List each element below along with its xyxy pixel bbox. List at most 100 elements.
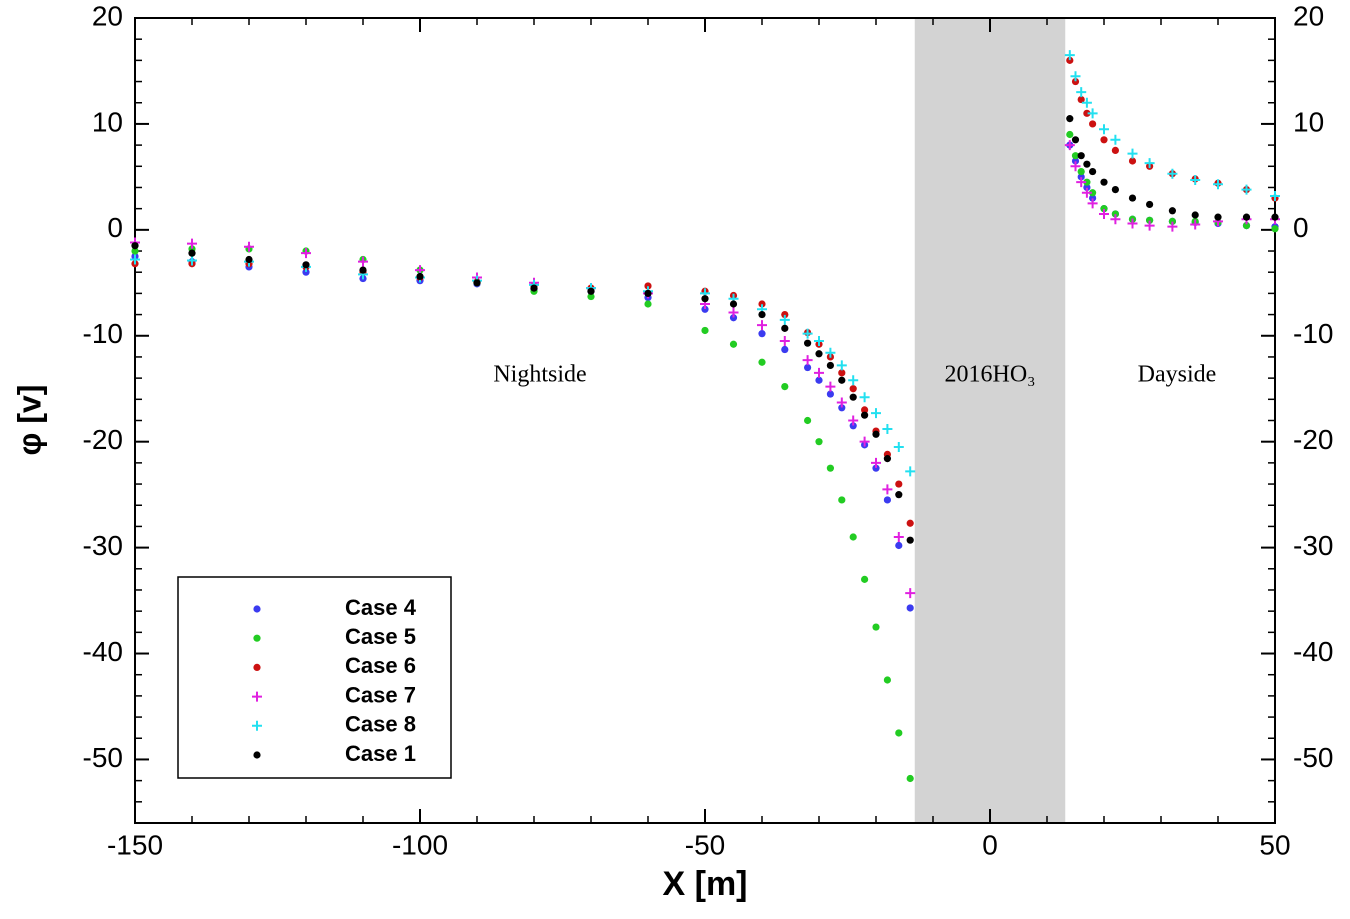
data-point [826, 361, 835, 370]
data-point [1077, 173, 1085, 181]
data-point [1070, 161, 1081, 172]
legend-marker [252, 691, 262, 702]
y-tick-label: -10 [83, 318, 123, 349]
data-point [244, 241, 254, 252]
y-tick-label-right: -20 [1293, 424, 1333, 455]
data-point [245, 255, 253, 264]
data-point [301, 248, 311, 259]
y-tick-label: -40 [83, 636, 123, 667]
data-point [838, 376, 846, 384]
data-point [358, 256, 368, 267]
data-point [1100, 205, 1108, 213]
legend-marker [253, 663, 261, 672]
y-tick-label-right: -10 [1293, 318, 1333, 349]
data-point [1144, 220, 1155, 231]
data-point [187, 238, 197, 249]
y-tick-label: 20 [92, 0, 123, 31]
data-point [1076, 177, 1087, 188]
data-point [849, 385, 857, 393]
data-point [1190, 175, 1201, 186]
data-point [905, 466, 916, 477]
data-point [1089, 194, 1097, 202]
data-point [644, 282, 652, 290]
data-point [1214, 213, 1222, 221]
data-point [188, 249, 196, 257]
y-tick-label-right: 0 [1293, 212, 1309, 243]
data-point [1168, 217, 1176, 225]
data-point [1064, 50, 1075, 61]
data-point [1100, 178, 1108, 186]
data-point [781, 383, 789, 391]
annotation: Nightside [493, 362, 586, 388]
data-point [883, 455, 892, 463]
x-tick-label: 50 [1259, 829, 1290, 860]
data-point [187, 255, 197, 266]
data-point [848, 415, 859, 426]
data-point [416, 272, 424, 281]
data-point [861, 575, 869, 583]
data-point [302, 268, 310, 276]
data-point [838, 496, 846, 504]
data-point [882, 484, 893, 495]
series [130, 50, 1280, 477]
data-point [644, 289, 652, 297]
data-point [895, 480, 903, 488]
data-point [1110, 134, 1121, 145]
data-point [1241, 184, 1252, 195]
data-point [1083, 160, 1091, 168]
data-point [905, 588, 916, 599]
data-point [895, 729, 903, 737]
data-point [826, 464, 835, 472]
data-point [872, 430, 880, 438]
data-point [1270, 190, 1280, 201]
legend-label: Case 5 [345, 624, 416, 649]
y-tick-label: 10 [92, 106, 123, 137]
data-point [1111, 146, 1119, 155]
legend-label: Case 7 [345, 682, 416, 707]
data-point [1167, 221, 1178, 232]
data-point [1271, 225, 1279, 233]
data-point [1146, 200, 1154, 209]
data-point [906, 604, 914, 612]
legend-marker [253, 634, 261, 642]
data-point [1099, 124, 1109, 135]
data-point [1066, 115, 1074, 123]
data-point [1242, 222, 1251, 230]
data-point [849, 393, 857, 401]
data-point [1111, 185, 1119, 194]
data-point [779, 314, 790, 325]
x-tick-label: -50 [685, 829, 725, 860]
legend-label: Case 4 [345, 595, 417, 620]
data-point [1071, 157, 1080, 165]
data-point [1271, 213, 1279, 221]
legend-marker [252, 720, 262, 731]
data-point [882, 423, 893, 434]
legend-label: Case 1 [345, 741, 416, 766]
data-point [1089, 189, 1097, 197]
data-point [1089, 167, 1097, 176]
data-point [836, 360, 847, 371]
y-tick-label: -20 [83, 424, 123, 455]
data-point [1071, 152, 1080, 160]
data-point [815, 376, 823, 384]
data-point [701, 305, 709, 313]
data-point [859, 392, 870, 403]
data-point [1111, 210, 1119, 218]
annotation: Dayside [1138, 362, 1217, 388]
y-tick-label-right: 10 [1293, 106, 1324, 137]
data-point [781, 345, 789, 354]
data-point [701, 326, 709, 335]
data-point [815, 350, 823, 358]
data-point [1076, 87, 1087, 98]
y-tick-label: 0 [107, 212, 123, 243]
data-point [473, 279, 481, 287]
data-point [804, 416, 812, 425]
data-point [130, 254, 140, 265]
data-point [757, 320, 767, 331]
data-point [848, 375, 859, 386]
data-point [1146, 216, 1154, 224]
data-point [1083, 178, 1091, 186]
legend: Case 4 Case 5 Case 6 Case 7 Case 8 Case 1 [177, 576, 452, 779]
